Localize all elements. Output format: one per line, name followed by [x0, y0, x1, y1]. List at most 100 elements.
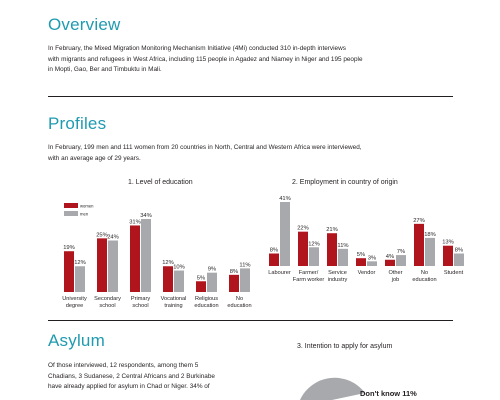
category-label: No: [236, 296, 243, 302]
category-label: University: [62, 296, 87, 302]
pie-slice-label: Don't know 11%: [360, 389, 417, 398]
bar-men: [425, 237, 435, 266]
bar-women: [130, 225, 140, 292]
bar-value-label: 24%: [107, 234, 119, 240]
section-divider: [48, 320, 453, 321]
bar-value-label: 34%: [140, 213, 152, 219]
bar-women: [414, 223, 424, 266]
bar-women: [229, 274, 239, 292]
asylum-line: Of those interviewed, 12 respondents, am…: [48, 362, 199, 369]
category-label: Secondary: [94, 296, 121, 302]
bar-value-label: 18%: [424, 232, 436, 238]
bar-men: [280, 202, 290, 266]
bar-women: [64, 251, 74, 292]
category-label: Farmer/: [299, 270, 319, 276]
category-label: Other: [389, 270, 403, 276]
category-label: Religious: [195, 296, 218, 302]
category-label: No: [421, 270, 428, 276]
bar-women: [385, 259, 395, 266]
legend-swatch-men: [64, 211, 78, 216]
category-label: job: [391, 277, 399, 283]
asylum-heading: Asylum: [48, 331, 105, 350]
bar-men: [367, 261, 377, 266]
bar-women: [163, 266, 173, 292]
category-label: Primary: [131, 296, 150, 302]
employment-chart-title: 2. Employment in country of origin: [292, 179, 398, 186]
section-divider: [48, 96, 453, 97]
bar-value-label: 7%: [397, 249, 405, 255]
bar-value-label: 12%: [74, 260, 86, 266]
bar-women: [269, 253, 279, 266]
asylum-line: Chadians, 3 Sudanese, 2 Central Africans…: [48, 372, 215, 380]
bar-women: [356, 258, 366, 266]
profiles-line: with an average age of 29 years.: [48, 154, 141, 162]
bar-value-label: 11%: [239, 262, 250, 268]
category-label: education: [412, 277, 436, 283]
bar-men: [141, 219, 151, 292]
bar-value-label: 22%: [297, 226, 309, 232]
category-label: Labourer: [268, 270, 291, 276]
overview-line: with migrants and refugees in West Afric…: [48, 55, 363, 63]
category-label: school: [99, 303, 115, 309]
category-label: Vocational: [161, 296, 187, 302]
category-label: training: [164, 303, 182, 309]
category-label: Service: [328, 270, 347, 276]
asylum-chart-title: 3. Intention to apply for asylum: [297, 343, 393, 350]
overview-line: in Mopti, Gao, Ber and Timbuktu in Mali.: [48, 66, 162, 73]
bar-women: [97, 238, 107, 292]
legend-label: women: [80, 204, 94, 209]
bar-women: [298, 231, 308, 266]
bar-value-label: 10%: [173, 265, 185, 271]
bar-value-label: 11%: [337, 243, 348, 249]
category-label: education: [194, 303, 218, 309]
category-label: education: [227, 303, 251, 309]
bar-women: [327, 233, 337, 266]
employment-chart: 8% 41% Labourer 22% 12% Farmer/Farm worker 21%…: [268, 196, 464, 283]
bar-value-label: 3%: [368, 255, 376, 261]
bar-value-label: 21%: [326, 227, 338, 233]
bar-value-label: 31%: [129, 219, 141, 225]
bar-men: [309, 247, 319, 266]
bar-men: [454, 253, 464, 266]
category-label: Student: [444, 270, 464, 276]
asylum-paragraph: Of those interviewed, 12 respondents, am…: [48, 361, 215, 393]
category-label: Farm worker: [293, 277, 325, 283]
category-label: degree: [66, 303, 83, 309]
bar-men: [338, 248, 348, 266]
bar-men: [396, 255, 406, 266]
category-label: industry: [328, 277, 348, 283]
bar-value-label: 19%: [63, 245, 75, 251]
bar-women: [443, 245, 453, 266]
bar-value-label: 5%: [357, 252, 365, 258]
bar-value-label: 8%: [270, 248, 278, 254]
bar-men: [75, 266, 85, 292]
bar-value-label: 12%: [162, 260, 174, 266]
asylum-line: have already applied for asylum in Chad …: [48, 383, 210, 390]
category-label: school: [132, 303, 148, 309]
bar-value-label: 8%: [230, 269, 238, 275]
profiles-paragraph: In February, 199 men and 111 women from …: [48, 143, 362, 164]
bar-value-label: 27%: [413, 218, 425, 224]
education-chart-title: 1. Level of education: [128, 179, 193, 186]
bar-men: [240, 268, 250, 292]
overview-paragraph: In February, the Mixed Migration Monitor…: [48, 44, 363, 76]
asylum-pie-chart: [300, 377, 365, 400]
bar-value-label: 4%: [386, 254, 394, 260]
bar-value-label: 41%: [279, 196, 291, 202]
bar-men: [207, 272, 217, 292]
bar-value-label: 12%: [308, 241, 320, 247]
legend-swatch-women: [64, 203, 78, 208]
legend-label: men: [80, 212, 89, 217]
overview-heading: Overview: [48, 15, 121, 34]
bar-value-label: 9%: [208, 267, 216, 273]
bar-men: [174, 270, 184, 292]
overview-line: In February, the Mixed Migration Monitor…: [48, 45, 346, 52]
category-label: Vendor: [358, 270, 376, 276]
bar-value-label: 8%: [455, 248, 463, 254]
pie-slice: [300, 377, 365, 400]
bar-women: [196, 281, 206, 292]
bar-value-label: 25%: [96, 232, 108, 238]
profiles-line: In February, 199 men and 111 women from …: [48, 144, 362, 151]
profiles-heading: Profiles: [48, 114, 107, 133]
